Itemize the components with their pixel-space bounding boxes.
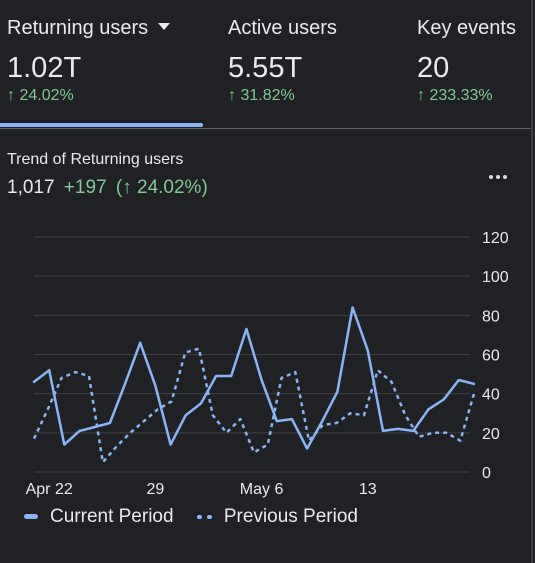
x-tick-label: 29 <box>146 481 164 498</box>
y-tick-label: 100 <box>482 269 509 286</box>
metric-label: Key events <box>417 17 516 39</box>
metric-change: ↑ 31.82% <box>228 87 295 104</box>
metric-value: 5.55T <box>228 52 303 84</box>
metric-label: Returning users <box>7 17 149 39</box>
chart-legend: Current Period Previous Period <box>24 503 358 528</box>
x-tick-label: 13 <box>359 481 377 498</box>
more-dot <box>503 175 507 179</box>
more-dot <box>496 175 500 179</box>
metric-label: Active users <box>228 17 337 39</box>
legend-previous-label: Previous Period <box>223 506 358 527</box>
legend-solid-swatch <box>24 514 38 519</box>
trend-total: 1,017 <box>7 177 55 198</box>
legend-current-label: Current Period <box>50 505 174 527</box>
dropdown-arrow-icon[interactable] <box>158 23 171 31</box>
series-current-period-line <box>32 306 476 450</box>
series-previous-period-line <box>32 347 476 464</box>
legend-current: Current Period <box>24 506 174 528</box>
metric-label-wrap: Returning users <box>7 17 171 40</box>
active-tab-indicator <box>0 123 203 127</box>
trend-title: Trend of Returning users <box>7 151 184 168</box>
y-tick-label: 40 <box>482 387 500 404</box>
more-horiz-icon[interactable] <box>484 170 512 184</box>
trend-percent: (↑ 24.02%) <box>115 177 208 198</box>
trend-summary: 1,017 +197 (↑ 24.02%) <box>7 177 208 199</box>
x-tick-label: May 6 <box>240 481 284 498</box>
y-tick-label: 60 <box>482 348 500 365</box>
x-tick-label: Apr 22 <box>26 481 73 498</box>
metric-change: ↑ 233.33% <box>417 87 493 104</box>
metric-value: 1.02T <box>7 52 82 84</box>
legend-dotted-swatch <box>196 515 212 519</box>
y-tick-label: 80 <box>482 308 500 325</box>
y-tick-label: 120 <box>482 230 509 247</box>
y-tick-label: 20 <box>482 426 500 443</box>
trend-line-chart: 0 20 40 60 80 100 120 Apr 22 29 May 6 13 <box>26 230 509 498</box>
more-dot <box>489 175 493 179</box>
trend-delta: +197 <box>63 177 107 198</box>
y-tick-label: 0 <box>482 465 491 482</box>
metric-value: 20 <box>417 52 450 84</box>
metric-change: ↑ 24.02% <box>7 87 74 104</box>
legend-previous: Previous Period <box>196 506 358 528</box>
metrics-header: Returning users 1.02T ↑ 24.02% Active us… <box>0 0 531 129</box>
